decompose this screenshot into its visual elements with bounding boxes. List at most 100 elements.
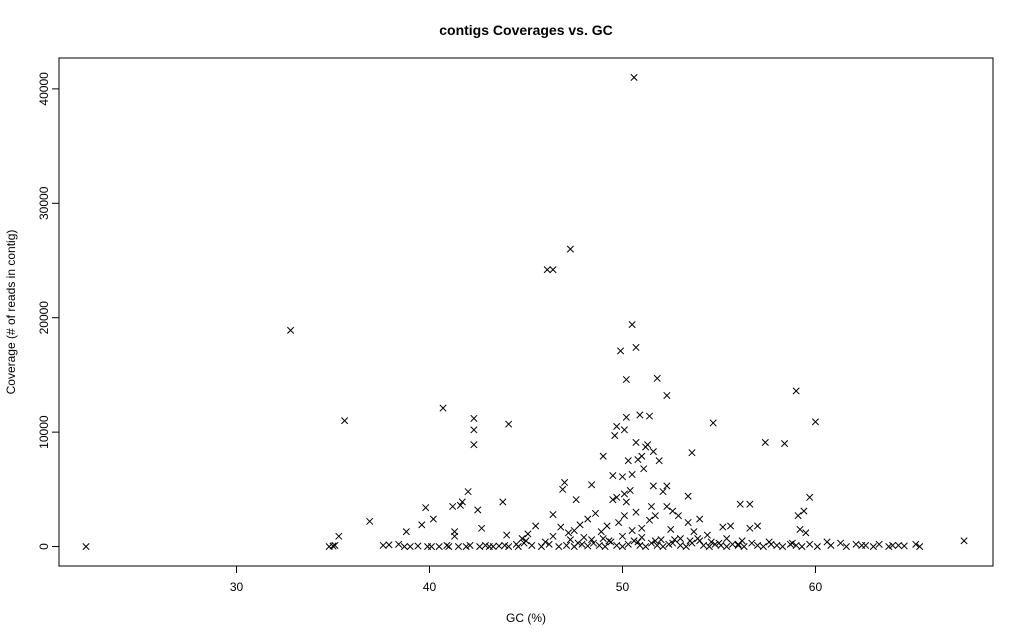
data-point — [638, 524, 646, 532]
data-point — [566, 245, 574, 253]
data-point — [636, 411, 644, 419]
data-point — [613, 493, 621, 501]
data-point — [773, 541, 781, 549]
data-point — [607, 538, 615, 546]
data-point — [478, 524, 486, 532]
data-point — [628, 526, 636, 535]
data-point — [800, 507, 808, 515]
data-point — [663, 502, 671, 511]
data-point — [406, 542, 414, 551]
data-point — [609, 472, 617, 480]
data-point — [632, 508, 640, 516]
data-point — [638, 533, 646, 541]
data-point — [605, 537, 613, 545]
x-axis-label: GC (%) — [506, 611, 546, 625]
data-point — [574, 539, 582, 547]
data-point — [734, 541, 742, 549]
data-point — [642, 443, 650, 451]
data-point — [584, 515, 592, 523]
data-point — [642, 542, 650, 551]
data-point — [734, 540, 742, 548]
data-point — [669, 539, 677, 547]
data-point — [788, 539, 796, 547]
data-point — [916, 542, 924, 551]
data-point — [709, 419, 717, 427]
data-point — [580, 533, 588, 541]
data-point — [613, 422, 621, 430]
data-point — [663, 482, 671, 490]
data-point — [476, 542, 484, 551]
data-point — [287, 326, 295, 334]
data-point — [736, 500, 744, 508]
data-point — [470, 426, 478, 434]
data-point — [537, 542, 545, 551]
data-point — [794, 512, 802, 520]
data-point — [626, 486, 634, 495]
data-point — [622, 413, 630, 421]
data-point — [813, 542, 821, 551]
data-point — [622, 498, 630, 506]
data-point — [630, 73, 638, 82]
data-point — [632, 438, 640, 446]
data-point — [630, 537, 638, 545]
y-tick-label: 40000 — [37, 72, 51, 106]
data-point — [719, 523, 727, 531]
data-point — [894, 541, 902, 549]
data-point — [960, 537, 968, 545]
data-point — [522, 537, 530, 545]
data-point — [503, 531, 511, 539]
data-point — [663, 391, 671, 400]
data-point — [669, 507, 677, 515]
data-point — [549, 532, 557, 540]
data-point — [715, 539, 723, 547]
x-tick-label: 50 — [616, 580, 630, 594]
chart-title: contigs Coverages vs. GC — [439, 22, 613, 38]
data-point — [667, 525, 675, 533]
data-point — [439, 404, 447, 412]
data-point — [696, 515, 704, 523]
data-point — [532, 522, 540, 530]
data-point — [912, 540, 920, 548]
data-point — [524, 530, 532, 538]
data-point — [676, 541, 684, 549]
data-point — [400, 542, 408, 551]
y-tick-label: 10000 — [37, 415, 51, 449]
data-point — [842, 542, 850, 551]
data-point — [620, 426, 628, 434]
data-point — [578, 540, 586, 548]
data-point — [541, 538, 549, 546]
data-point — [572, 496, 580, 504]
data-point — [703, 531, 711, 539]
data-point — [422, 504, 430, 512]
data-point — [435, 542, 443, 551]
data-point — [746, 500, 754, 508]
data-point — [589, 539, 598, 547]
data-point — [653, 541, 661, 549]
data-point — [427, 542, 435, 551]
x-tick-label: 60 — [809, 580, 823, 594]
data-point — [609, 496, 617, 504]
data-point — [512, 540, 520, 548]
x-axis: 30 40 50 60 — [230, 565, 823, 594]
data-point — [591, 509, 600, 517]
data-point — [489, 542, 497, 551]
data-point — [651, 512, 659, 520]
data-point — [707, 538, 715, 546]
y-tick-label: 0 — [37, 543, 51, 550]
data-point — [665, 540, 673, 548]
data-point — [746, 524, 754, 532]
data-point — [806, 540, 814, 548]
data-point — [676, 534, 684, 543]
data-point — [555, 542, 563, 551]
data-point — [588, 536, 596, 544]
data-point — [549, 266, 557, 274]
data-point — [462, 542, 470, 551]
data-point — [740, 542, 748, 551]
data-point — [557, 523, 565, 531]
data-point — [659, 542, 667, 551]
data-point — [645, 516, 654, 524]
data-point — [624, 457, 632, 465]
data-point — [451, 532, 459, 540]
data-point — [645, 412, 654, 420]
